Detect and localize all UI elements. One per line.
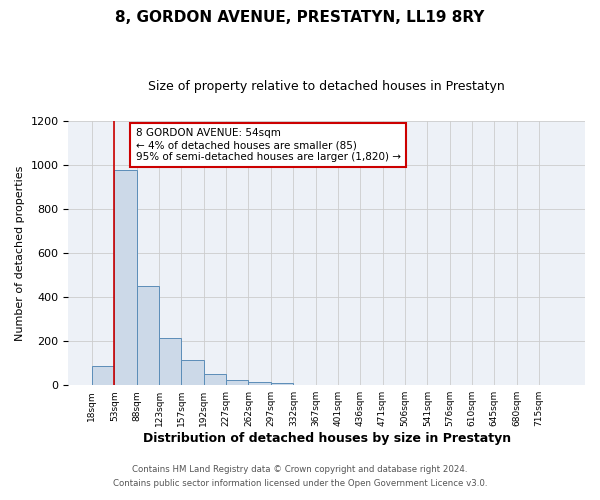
Title: Size of property relative to detached houses in Prestatyn: Size of property relative to detached ho… [148, 80, 505, 93]
Bar [115, 170, 137, 385]
Bar [226, 380, 248, 385]
Text: 8, GORDON AVENUE, PRESTATYN, LL19 8RY: 8, GORDON AVENUE, PRESTATYN, LL19 8RY [115, 10, 485, 25]
Bar [248, 382, 271, 385]
Y-axis label: Number of detached properties: Number of detached properties [15, 165, 25, 340]
Text: Contains HM Land Registry data © Crown copyright and database right 2024.: Contains HM Land Registry data © Crown c… [132, 465, 468, 474]
Text: 8 GORDON AVENUE: 54sqm
← 4% of detached houses are smaller (85)
95% of semi-deta: 8 GORDON AVENUE: 54sqm ← 4% of detached … [136, 128, 401, 162]
Bar [137, 286, 159, 385]
Text: Contains public sector information licensed under the Open Government Licence v3: Contains public sector information licen… [113, 478, 487, 488]
Bar [203, 374, 226, 385]
Bar [271, 383, 293, 385]
Bar [92, 366, 115, 385]
X-axis label: Distribution of detached houses by size in Prestatyn: Distribution of detached houses by size … [143, 432, 511, 445]
Bar [159, 338, 181, 385]
Bar [181, 360, 203, 385]
